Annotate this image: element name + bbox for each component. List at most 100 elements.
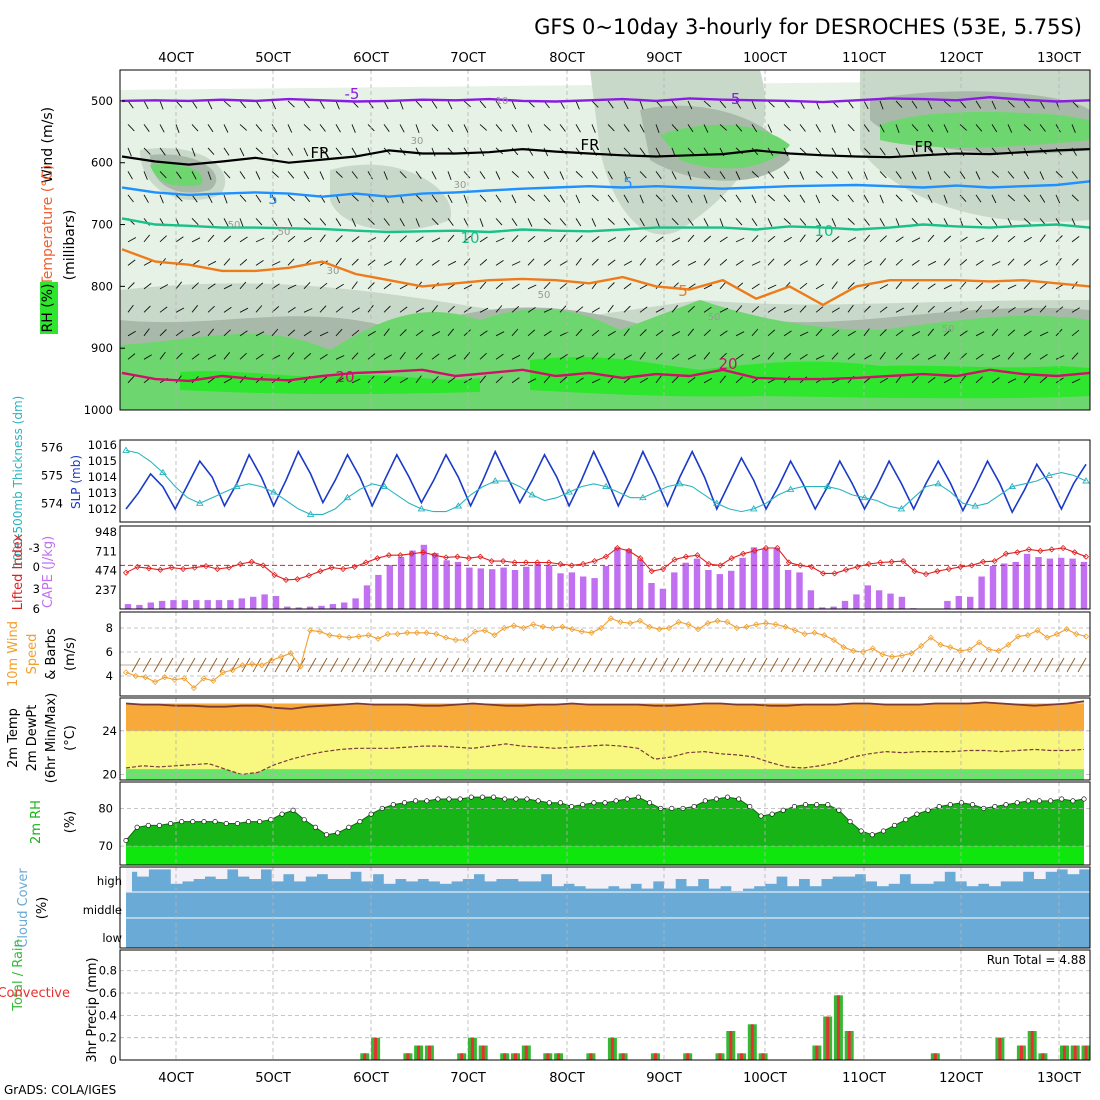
precip-convective-bar [406,1053,410,1060]
precip-convective-bar [933,1053,937,1060]
cape-bar [853,594,860,609]
high-cloud-clear [473,867,486,875]
wind-barb [543,218,552,225]
wind-barb [623,260,633,266]
high-cloud-clear [170,867,183,884]
wind-speed-line [125,617,1087,689]
rh2m-marker [580,802,586,808]
high-cloud-clear [910,867,923,884]
wind-barb [399,171,407,179]
wind-barb [191,171,197,180]
high-cloud-clear [372,867,385,875]
wind-barb [191,147,196,157]
cape-bar [500,567,507,609]
axis-label-rh2m-units: (%) [63,811,78,834]
wind-barb [287,124,293,133]
x-tick-label-top: 7OCT [450,51,486,66]
cape-bar [887,593,894,609]
wind-barb [735,171,741,180]
lifted-index-marker [1014,549,1021,556]
wind-barb [463,218,469,227]
wind-barb [623,124,630,132]
wind-barb [1023,236,1032,243]
precip-convective-bar [610,1037,614,1060]
wind-barb [911,237,921,243]
wind-speed-marker [607,615,614,622]
cape-bar [636,559,644,609]
rh2m-marker [780,807,786,813]
wind-barb [671,100,678,109]
wind-barb [799,124,806,132]
cape-bar [796,572,803,609]
precip-convective-bar [427,1045,431,1060]
thickness-marker [823,482,832,490]
wind-barb [431,376,439,384]
wind-barb [815,328,823,337]
wind-speed-marker [850,647,857,654]
wind-barb [607,171,613,180]
wind-barb [879,147,886,156]
wind-barb [239,236,248,243]
wind-speed-marker [889,653,896,660]
wind-barb [815,124,821,133]
wind-barb [159,306,168,313]
wind-barb [895,281,903,290]
wind-barb [751,124,758,133]
rh2m-marker [123,837,129,843]
y-tick-label: 0.6 [99,986,117,1000]
cape-bar [420,544,428,609]
wind-barb [1007,352,1015,360]
wind-barb [511,124,518,133]
high-cloud-clear [1056,867,1069,870]
wind-barb [991,218,998,227]
precip-convective-bar [514,1053,517,1060]
wind-barb [607,330,616,337]
high-cloud-clear [921,867,934,884]
rh2m-marker [234,820,240,826]
lifted-index-marker [705,560,712,568]
wind-barb [351,194,359,202]
run-total-label: Run Total = 4.88 [987,953,1086,967]
wind-barb [735,353,744,360]
wind-barb [767,307,776,313]
y-tick-label: 80 [98,801,113,815]
wind-barb [895,258,903,266]
contour-label: 5 [623,174,633,192]
axis-label-temp2m: 2m Temp [6,708,21,768]
lifted-index-marker [797,562,804,569]
wind-speed-marker [239,662,246,669]
wind-barb [159,284,169,290]
thickness-marker [1008,482,1016,490]
wind-speed-marker [472,628,479,635]
wind-barb [847,218,855,225]
lifted-index-marker [785,559,792,566]
wind-barb [255,100,262,109]
high-cloud-clear [742,867,755,889]
wind-barb [447,171,452,180]
wind-barb [927,234,935,243]
wind-barb [143,234,151,243]
wind-barb [927,354,937,360]
wind-barb [319,218,327,226]
wind-barb [575,257,582,266]
cape-bar [511,570,519,609]
wind-barb [399,306,408,313]
high-cloud-clear [574,867,587,887]
high-cloud-clear [361,867,374,882]
wind-barb [335,306,344,313]
panel-frame-temp2m [119,697,1091,781]
wind-barb [879,171,887,179]
rh2m-marker [212,819,218,825]
high-cloud-clear [193,867,205,879]
x-tick-label-top: 5OCT [255,51,291,66]
cape-bar [762,548,769,609]
wind-barb [703,100,711,108]
wind-barb [431,353,440,360]
rh-legend-swatch [40,282,58,334]
wind-barb [479,281,487,290]
lifted-index-marker [237,560,244,568]
x-tick-label-bottom: 6OCT [353,1071,389,1086]
high-cloud-clear [507,867,519,879]
wind-barb [191,305,199,313]
high-cloud-clear [529,867,542,882]
